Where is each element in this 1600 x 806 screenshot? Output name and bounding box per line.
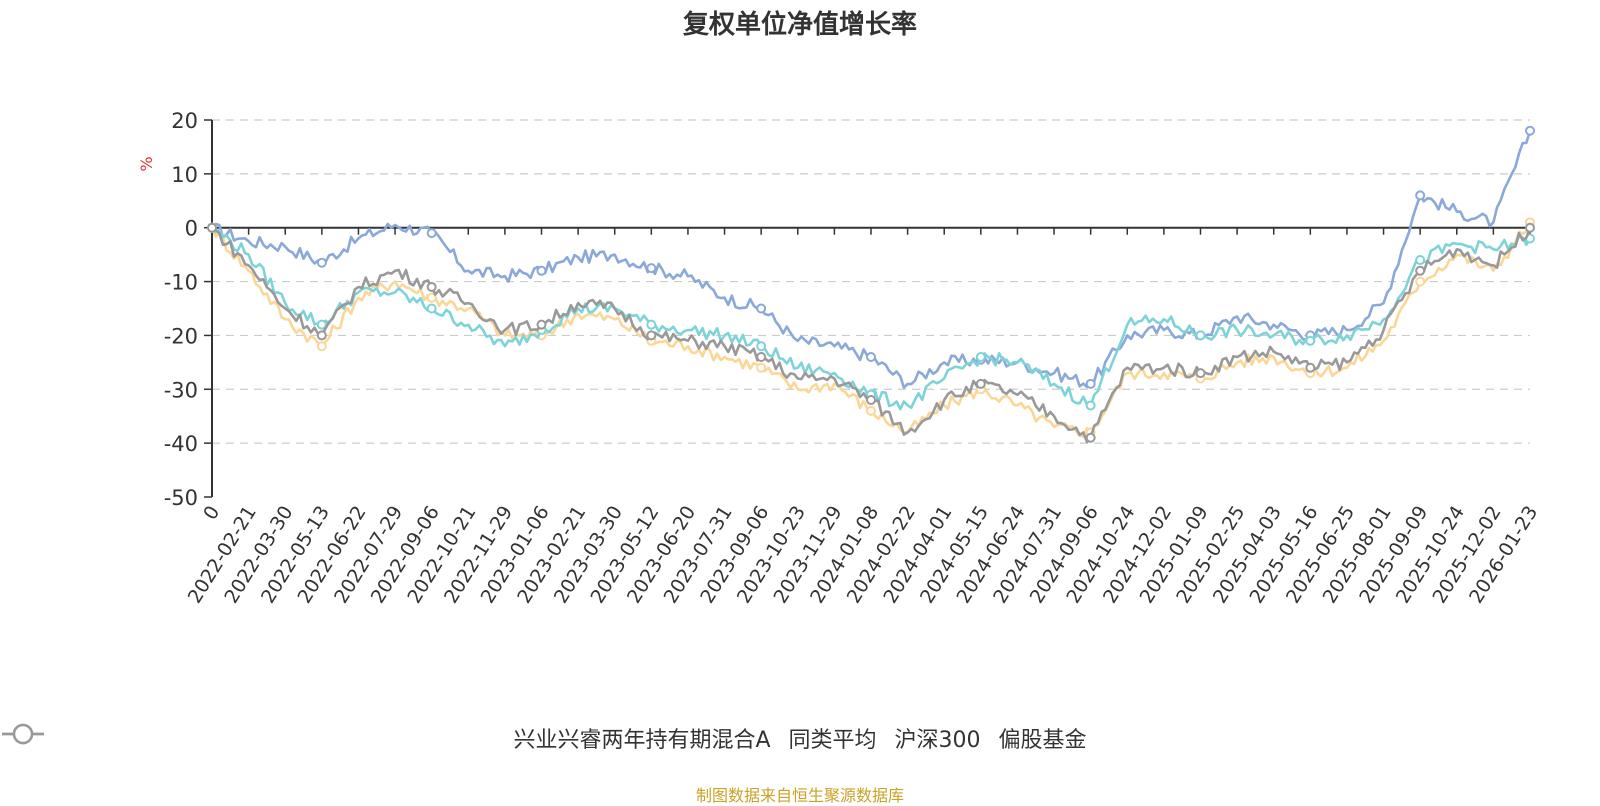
data-point — [316, 257, 327, 268]
data-point — [1305, 335, 1316, 346]
data-point — [1085, 432, 1096, 443]
data-point — [756, 341, 767, 352]
data-point — [1085, 378, 1096, 389]
y-tick-label: -10 — [164, 271, 198, 295]
data-point — [646, 330, 657, 341]
data-point — [756, 362, 767, 373]
data-point — [1415, 276, 1426, 287]
legend-label: 偏股基金 — [998, 728, 1087, 753]
series-line-3 — [210, 226, 1532, 411]
data-point — [975, 378, 986, 389]
chart-title: 复权单位净值增长率 — [682, 10, 917, 40]
data-point — [1085, 400, 1096, 411]
data-point — [316, 319, 327, 330]
data-point — [316, 330, 327, 341]
y-tick-label: 10 — [171, 163, 198, 187]
data-point — [1525, 222, 1535, 233]
data-point — [866, 351, 876, 362]
data-point — [426, 228, 437, 239]
data-point — [1305, 362, 1316, 373]
source-note: 制图数据来自恒生聚源数据库 — [695, 786, 904, 805]
data-point — [1415, 190, 1426, 201]
legend-marker-icon — [2, 723, 44, 745]
y-tick-label: -50 — [164, 486, 198, 510]
data-point — [207, 222, 217, 233]
data-point — [536, 265, 547, 276]
data-point — [756, 351, 767, 362]
data-point — [426, 303, 437, 314]
legend-label: 兴业兴睿两年持有期混合A — [513, 728, 771, 753]
legend-label: 同类平均 — [788, 728, 877, 753]
data-point — [756, 303, 767, 314]
data-point — [1525, 125, 1535, 136]
data-point — [426, 281, 437, 292]
y-tick-label: 0 — [185, 217, 198, 241]
data-point — [1415, 255, 1426, 266]
y-tick-label: 20 — [171, 109, 198, 133]
data-point — [1415, 265, 1426, 276]
data-point — [1195, 368, 1206, 379]
y-tick-label: -40 — [164, 432, 198, 456]
line-chart: 20100-10-20-30-40-5002022-02-212022-03-3… — [137, 109, 1542, 607]
x-tick-label: 0 — [199, 502, 224, 524]
legend-item-4[interactable]: 偏股基金 — [2, 722, 1087, 754]
legend-item-1[interactable]: 兴业兴睿两年持有期混合A — [2, 722, 771, 754]
data-point — [316, 341, 327, 352]
legend: 兴业兴睿两年持有期混合A 同类平均 沪深300 偏股基金 — [0, 722, 1600, 754]
legend-item-2[interactable]: 同类平均 — [2, 722, 877, 754]
data-point — [1195, 330, 1206, 341]
y-axis-label: % — [137, 156, 156, 171]
data-point — [866, 405, 876, 416]
y-tick-label: -30 — [164, 378, 198, 402]
legend-item-3[interactable]: 沪深300 — [2, 722, 981, 754]
series-lines — [207, 125, 1535, 444]
data-point — [646, 319, 657, 330]
data-point — [536, 319, 547, 330]
series-line-1 — [211, 130, 1532, 389]
data-point — [646, 263, 657, 274]
y-tick-label: -20 — [164, 324, 198, 348]
data-point — [866, 395, 876, 406]
data-point — [426, 292, 437, 303]
legend-label: 沪深300 — [894, 728, 981, 753]
data-point — [975, 351, 986, 362]
